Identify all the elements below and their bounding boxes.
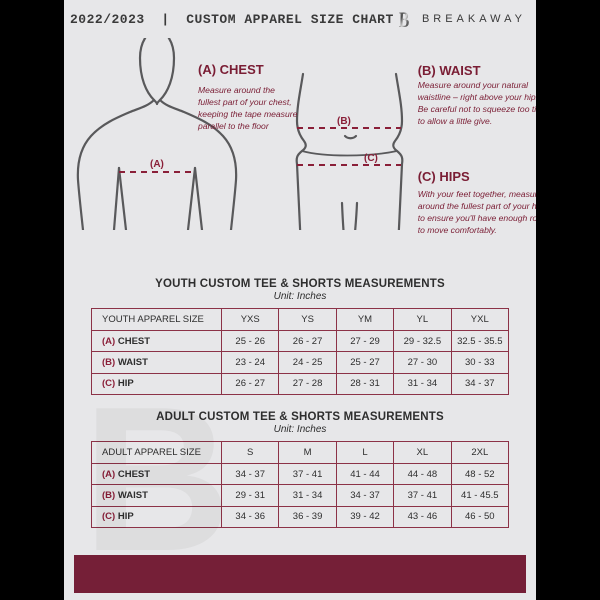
svg-text:(A): (A) bbox=[150, 159, 164, 170]
svg-text:(B): (B) bbox=[337, 116, 351, 127]
svg-text:B: B bbox=[399, 8, 410, 31]
svg-text:(C): (C) bbox=[364, 153, 378, 164]
